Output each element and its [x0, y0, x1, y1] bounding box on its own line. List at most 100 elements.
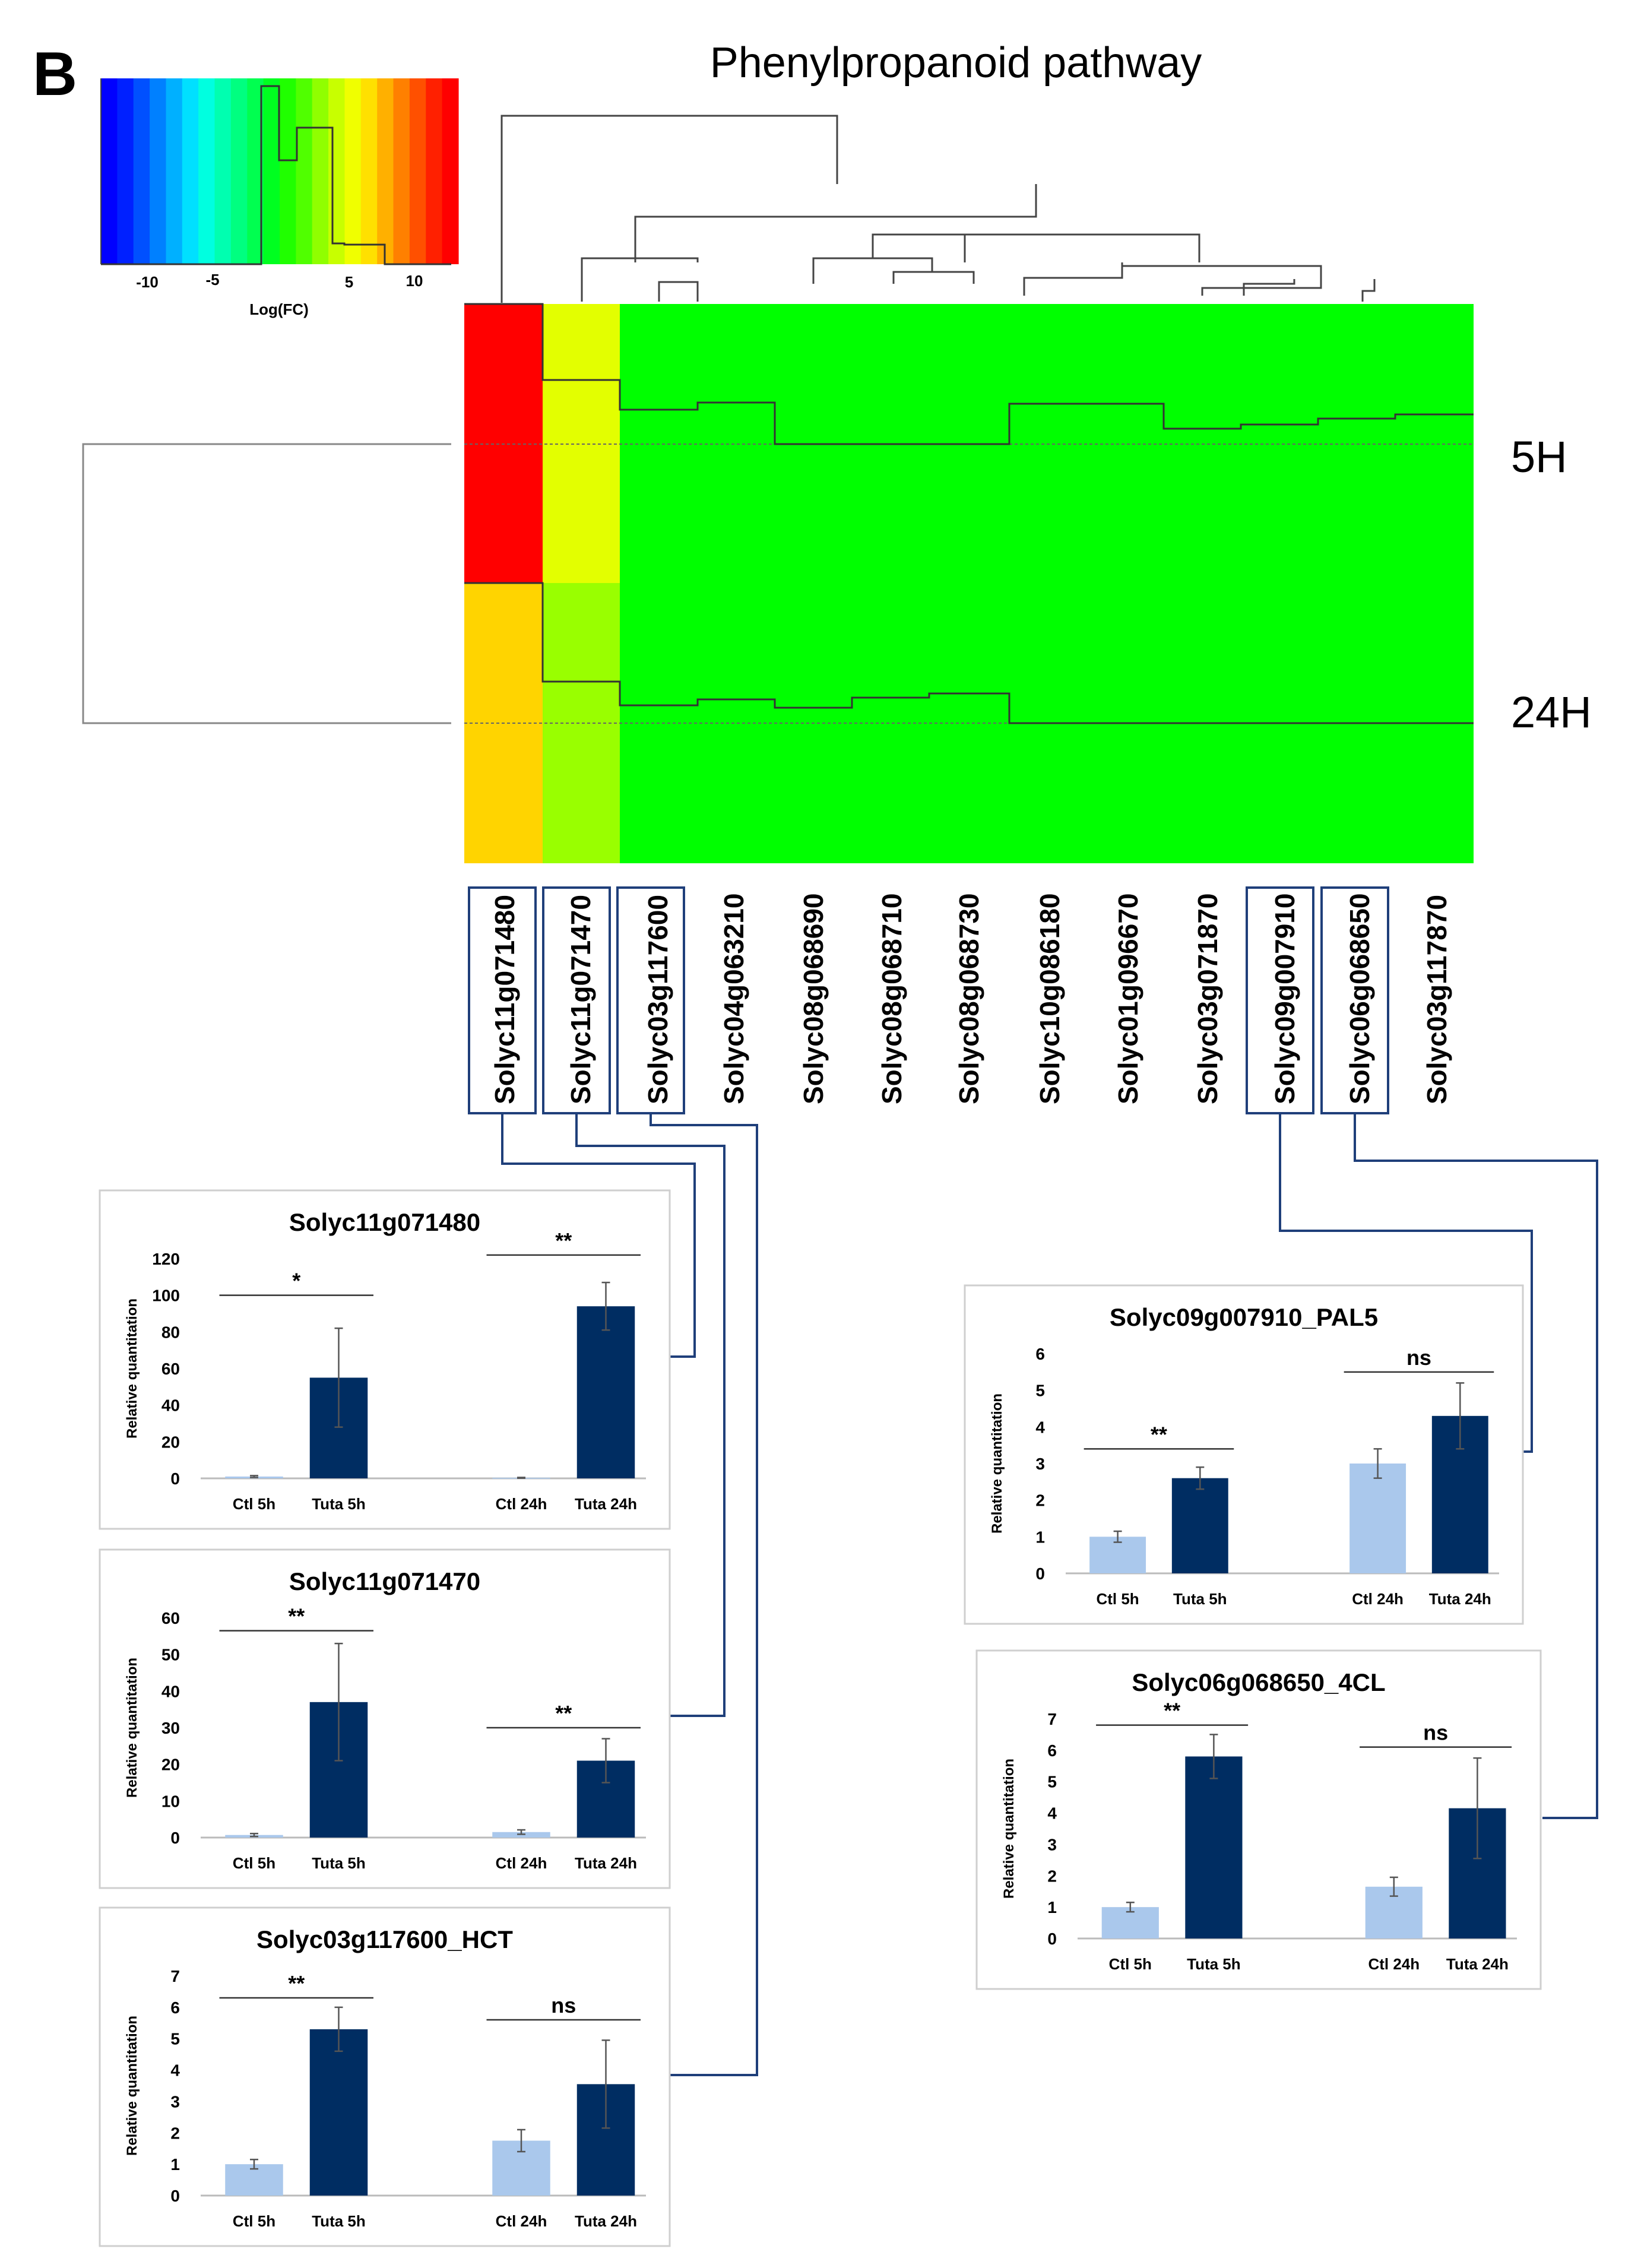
chart-frame	[964, 1284, 1524, 1625]
gene-label: Solyc03g071870	[1192, 894, 1223, 1105]
y-tick-label: 5	[1035, 1382, 1045, 1400]
gene-label: Solyc10g086180	[1034, 894, 1065, 1105]
heatmap-trace-24h	[464, 582, 1474, 724]
x-tick-label: Tuta 24h	[575, 2212, 637, 2230]
y-tick-label: 60	[161, 1609, 180, 1627]
y-tick-label: 10	[161, 1792, 180, 1810]
significance-label: **	[1164, 1699, 1180, 1723]
color-key-band	[280, 78, 296, 264]
y-tick-label: 2	[1035, 1491, 1045, 1510]
column-dendrogram	[500, 115, 1376, 303]
x-tick-label: Tuta 5h	[312, 2212, 366, 2230]
y-axis-label: Relative quantitation	[124, 2016, 140, 2156]
connector-line	[650, 1113, 758, 2076]
color-key-label: Log(FC)	[249, 300, 309, 318]
heatmap-cells-no-change	[620, 304, 1474, 863]
bar-chart-solyc06g068650-4cl: Solyc06g068650_4CL 0 1 2 3 4 5 6 7 Relative quant…	[975, 1649, 1542, 1990]
color-key-tick: -5	[205, 271, 219, 289]
significance-label: ns	[551, 1993, 576, 2017]
significance-label: **	[1151, 1422, 1167, 1446]
color-key-histogram	[101, 85, 451, 265]
y-tick-label: 6	[1047, 1741, 1057, 1760]
gene-label: Solyc08g068730	[953, 894, 984, 1105]
y-tick-label: 80	[161, 1323, 180, 1341]
bar-chart-solyc11g071470: Solyc11g071470 0 10 20 30 40 50 60 Relative quan…	[99, 1548, 671, 1889]
x-tick-label: Ctl 5h	[233, 1854, 275, 1872]
bar-chart-solyc09g007910-pal5: Solyc09g007910_PAL5 0 1 2 3 4 5 6 Relative quant…	[964, 1284, 1524, 1625]
gene-label: Solyc11g071480	[489, 895, 520, 1104]
gene-label: Solyc06g068650	[1344, 894, 1375, 1105]
heatmap-cell-5h-solyc11g071470	[543, 304, 620, 583]
color-key-band	[133, 78, 150, 264]
x-tick-label: Tuta 5h	[1187, 1955, 1241, 1973]
x-tick-label: Tuta 24h	[575, 1854, 637, 1872]
bar-chart-solyc03g117600-hct: Solyc03g117600_HCT 0 1 2 3 4 5 6 7 Relative quant…	[99, 1906, 671, 2247]
connector-line	[1279, 1113, 1533, 1453]
x-tick-label: Ctl 5h	[233, 1495, 275, 1513]
x-tick-label: Ctl 5h	[1096, 1590, 1139, 1608]
significance-label: **	[288, 1971, 305, 1995]
significance-label: **	[288, 1604, 305, 1629]
bar	[1171, 1478, 1228, 1573]
gene-labels: Solyc11g071480 Solyc11g071470 Solyc03g11…	[489, 894, 1452, 1105]
x-tick-label: Ctl 5h	[233, 2212, 275, 2230]
heatmap-trace-5h	[464, 303, 1474, 445]
x-tick-label: Ctl 24h	[1352, 1590, 1404, 1608]
color-key-tick: 10	[406, 272, 423, 290]
color-key-band	[344, 78, 362, 264]
highlight-connectors	[468, 886, 1598, 2076]
gene-label: Solyc09g007910	[1269, 894, 1300, 1105]
y-tick-label: 6	[1035, 1345, 1045, 1363]
color-key-band	[377, 78, 394, 264]
significance-label: **	[555, 1228, 572, 1253]
y-tick-label: 5	[1047, 1773, 1057, 1791]
color-key-band	[230, 78, 248, 264]
gene-label: Solyc03g117600	[642, 895, 673, 1104]
y-tick-label: 5	[170, 2030, 180, 2048]
y-tick-label: 0	[1047, 1930, 1057, 1948]
chart-title: Solyc11g071480	[289, 1208, 480, 1236]
connector-line	[575, 1113, 726, 1717]
x-tick-label: Tuta 24h	[1429, 1590, 1491, 1608]
y-tick-label: 1	[1047, 1898, 1057, 1917]
gene-label: Solyc04g063210	[718, 894, 749, 1105]
color-key-band	[312, 78, 329, 264]
x-tick-label: Tuta 5h	[1173, 1590, 1227, 1608]
color-key-band	[214, 78, 232, 264]
color-key-band	[117, 78, 134, 264]
color-key-band	[182, 78, 199, 264]
x-tick-label: Tuta 24h	[1446, 1955, 1509, 1973]
y-tick-label: 3	[1035, 1455, 1045, 1473]
y-tick-label: 7	[1047, 1710, 1057, 1728]
y-tick-label: 1	[1035, 1528, 1045, 1546]
significance-label: ns	[1423, 1721, 1448, 1745]
connector-line	[501, 1113, 696, 1358]
color-key-band	[426, 78, 443, 264]
y-tick-label: 0	[170, 1469, 180, 1488]
x-tick-label: Tuta 24h	[575, 1495, 637, 1513]
significance-label: ns	[1406, 1345, 1431, 1370]
y-axis-label: Relative quantitation	[124, 1298, 140, 1439]
bar	[1185, 1756, 1243, 1938]
chart-title: Solyc03g117600_HCT	[256, 1925, 513, 1953]
color-key-band	[328, 78, 346, 264]
chart-frame	[99, 1189, 671, 1530]
color-key-band	[442, 78, 459, 264]
color-key-band	[198, 78, 216, 264]
y-tick-label: 40	[161, 1682, 180, 1700]
y-axis-label: Relative quantitation	[1001, 1759, 1017, 1899]
chart-frame	[99, 1906, 671, 2247]
y-tick-label: 120	[152, 1250, 180, 1268]
color-key-band	[263, 78, 280, 264]
significance-label: **	[555, 1701, 572, 1725]
bar-chart-solyc11g071480: Solyc11g071480 0 20 40 60 80 100 120 Relative qu…	[99, 1189, 671, 1530]
color-key-band	[360, 78, 378, 264]
y-tick-label: 30	[161, 1719, 180, 1737]
color-key-band	[296, 78, 313, 264]
bar	[1349, 1464, 1406, 1573]
y-axis-label: Relative quantitation	[124, 1658, 140, 1798]
y-tick-label: 60	[161, 1360, 180, 1378]
color-key: -10 -5 5 10 Log(FC)	[100, 78, 459, 318]
